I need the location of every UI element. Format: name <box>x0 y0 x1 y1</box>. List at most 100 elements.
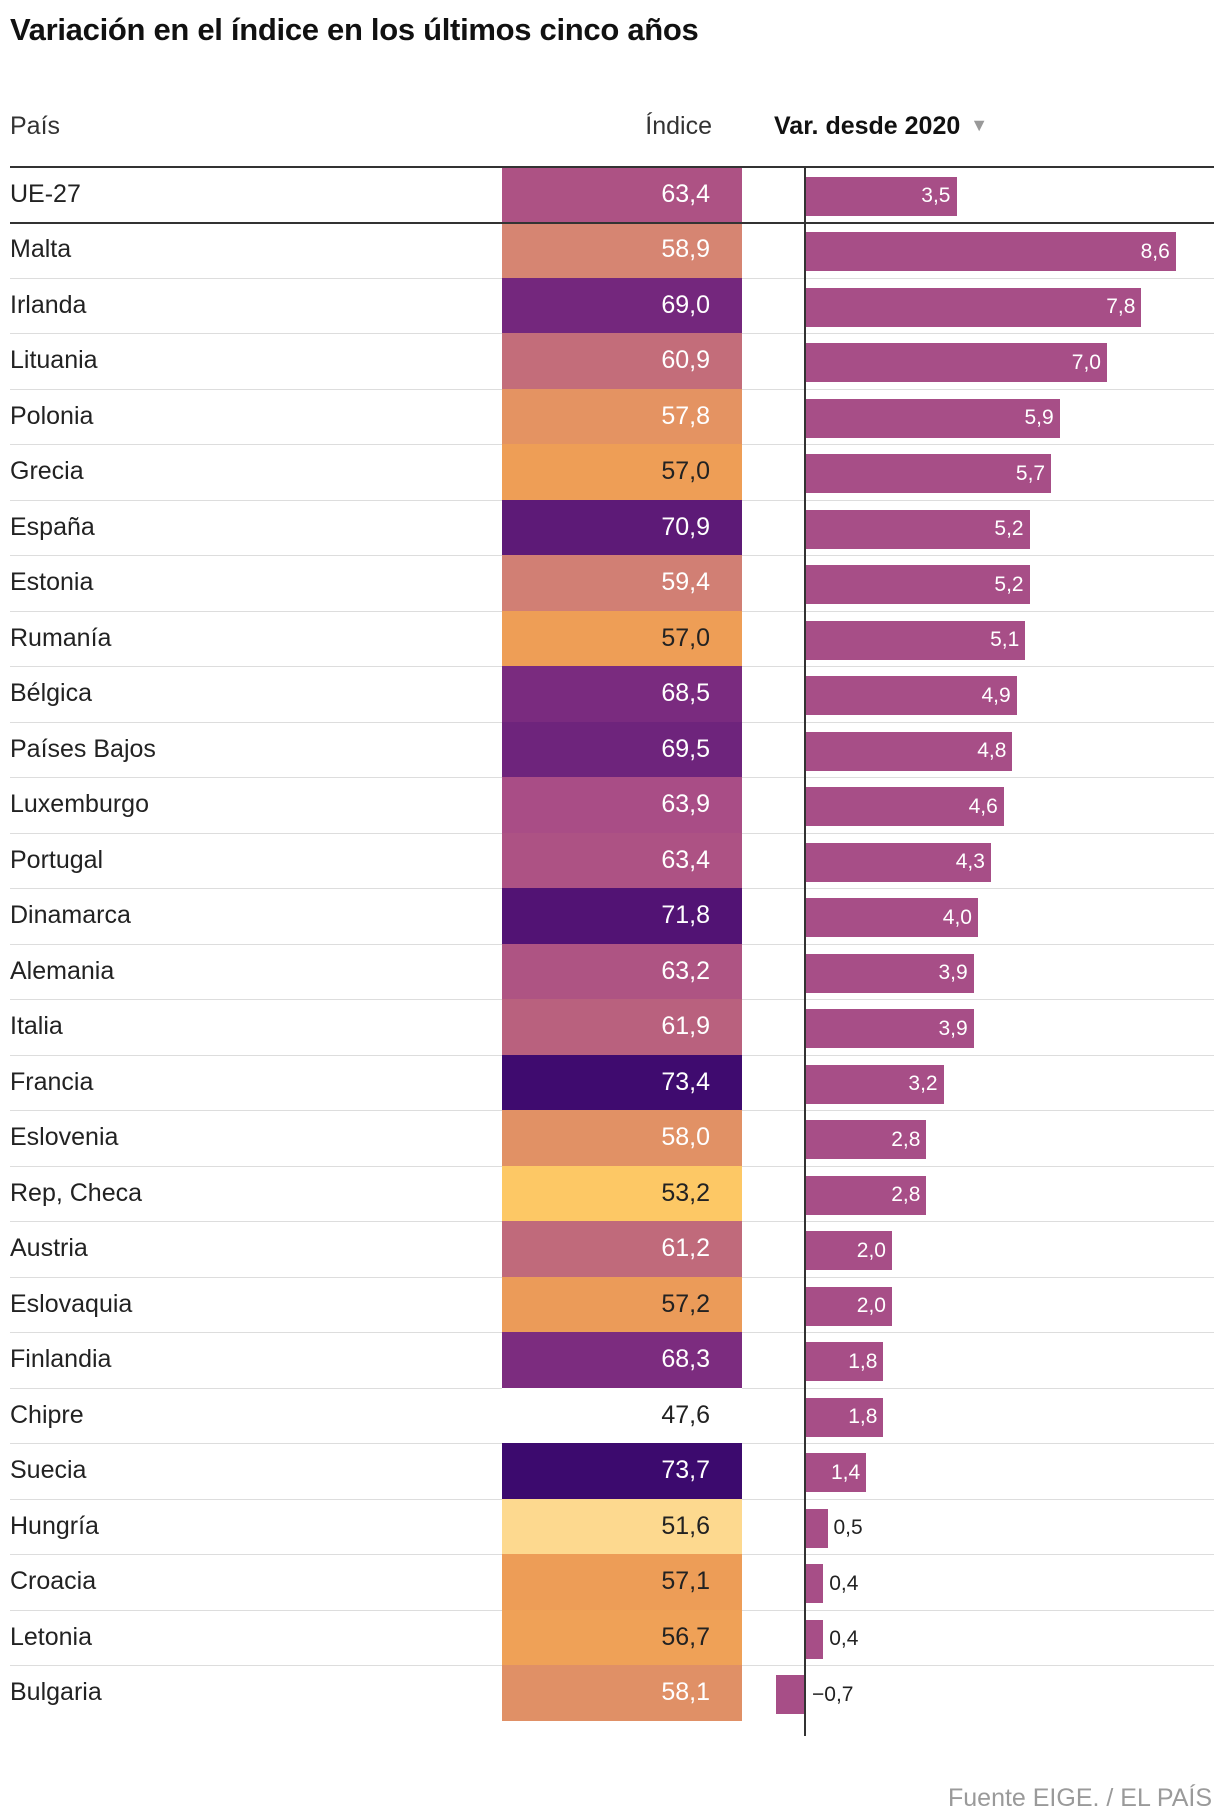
variation-label: 4,6 <box>968 794 998 818</box>
index-value: 57,0 <box>661 457 710 486</box>
variation-label: 3,9 <box>938 961 968 985</box>
variation-bar <box>806 398 1060 438</box>
table-row: Letonia 56,7 0,4 <box>0 1609 1220 1665</box>
index-value: 63,9 <box>661 790 710 819</box>
country-label: Finlandia <box>10 1345 112 1374</box>
index-cell: 58,1 <box>502 1665 742 1721</box>
country-label: Grecia <box>10 457 84 486</box>
variation-bar <box>806 176 957 216</box>
variation-bar <box>806 1342 884 1382</box>
index-value: 57,0 <box>661 623 710 652</box>
country-label: Irlanda <box>10 290 87 319</box>
variation-label: 5,1 <box>990 628 1020 652</box>
index-value: 71,8 <box>661 901 710 930</box>
index-value: 59,4 <box>661 568 710 597</box>
index-cell: 73,4 <box>502 1054 742 1110</box>
index-value: 68,5 <box>661 679 710 708</box>
index-cell: 71,8 <box>502 888 742 944</box>
variation-bar <box>806 1286 892 1326</box>
index-value: 57,1 <box>661 1567 710 1596</box>
index-value: 51,6 <box>661 1511 710 1540</box>
variation-label: 5,9 <box>1024 406 1054 430</box>
table-row: Eslovenia 58,0 2,8 <box>0 1110 1220 1166</box>
variation-bar <box>806 620 1026 660</box>
variation-bar <box>806 953 974 993</box>
index-value: 69,0 <box>661 290 710 319</box>
index-cell: 68,5 <box>502 666 742 722</box>
index-cell: 58,0 <box>502 1110 742 1166</box>
index-cell: 60,9 <box>502 333 742 389</box>
index-cell: 70,9 <box>502 499 742 555</box>
country-label: Luxemburgo <box>10 790 149 819</box>
table-row: Alemania 63,2 3,9 <box>0 943 1220 999</box>
variation-label: 2,8 <box>891 1183 921 1207</box>
country-label: Chipre <box>10 1400 84 1429</box>
variation-label: 5,7 <box>1015 461 1046 485</box>
index-value: 61,9 <box>661 1012 710 1041</box>
index-cell: 57,0 <box>502 444 742 500</box>
country-label: Rep, Checa <box>10 1178 143 1207</box>
variation-bar <box>806 1619 824 1659</box>
country-label: Suecia <box>10 1456 87 1485</box>
variation-bar <box>806 1453 867 1493</box>
index-value: 63,4 <box>661 845 710 874</box>
index-value: 73,7 <box>661 1456 710 1485</box>
index-cell: 53,2 <box>502 1165 742 1221</box>
triangle-down-icon[interactable]: ▼ <box>970 115 989 135</box>
country-label: Alemania <box>10 956 115 985</box>
variation-label: 3,2 <box>908 1072 938 1096</box>
table-row: Lituania 60,9 7,0 <box>0 333 1220 389</box>
index-value: 69,5 <box>661 734 710 763</box>
column-header-variation[interactable]: Var. desde 2020 ▼ <box>774 112 988 141</box>
zero-axis-line <box>804 166 806 1736</box>
table-row: Países Bajos 69,5 4,8 <box>0 721 1220 777</box>
variation-bar <box>775 1675 806 1715</box>
variation-bar <box>806 232 1176 272</box>
index-value: 47,6 <box>661 1400 710 1429</box>
country-label: Hungría <box>10 1511 99 1540</box>
index-cell: 63,9 <box>502 777 742 833</box>
variation-label: 0,4 <box>829 1627 859 1651</box>
table-row: Polonia 57,8 5,9 <box>0 388 1220 444</box>
variation-label: 7,0 <box>1071 350 1101 374</box>
index-value: 70,9 <box>661 512 710 541</box>
country-label: Países Bajos <box>10 734 156 763</box>
variation-bar <box>806 454 1052 494</box>
variation-bar <box>806 509 1030 549</box>
country-label: Dinamarca <box>10 901 131 930</box>
table-row: Grecia 57,0 5,7 <box>0 444 1220 500</box>
header-rule <box>10 166 1214 168</box>
index-cell: 57,2 <box>502 1276 742 1332</box>
index-cell: 47,6 <box>502 1387 742 1443</box>
table-row: Dinamarca 71,8 4,0 <box>0 888 1220 944</box>
table-row: Estonia 59,4 5,2 <box>0 555 1220 611</box>
variation-label: 5,2 <box>994 517 1024 541</box>
index-cell: 56,7 <box>502 1609 742 1665</box>
index-value: 57,8 <box>661 401 710 430</box>
country-label: Lituania <box>10 346 98 375</box>
table-row: Bulgaria 58,1 −0,7 <box>0 1665 1220 1721</box>
variation-bar <box>806 1564 824 1604</box>
index-cell: 73,7 <box>502 1443 742 1499</box>
variation-label: 8,6 <box>1140 239 1170 263</box>
variation-bar <box>806 787 1004 827</box>
country-label: Rumanía <box>10 623 112 652</box>
variation-label: 5,2 <box>994 572 1024 596</box>
source-note: Fuente EIGE. / EL PAÍS <box>947 1784 1212 1812</box>
table-row: Irlanda 69,0 7,8 <box>0 277 1220 333</box>
country-label: Italia <box>10 1012 63 1041</box>
table-row: Luxemburgo 63,9 4,6 <box>0 777 1220 833</box>
country-label: UE-27 <box>10 179 81 208</box>
variation-bar <box>806 287 1142 327</box>
country-label: Letonia <box>10 1622 93 1651</box>
variation-bar <box>806 1120 927 1160</box>
eu-rule <box>10 222 1214 224</box>
variation-bar <box>806 1064 944 1104</box>
country-label: Polonia <box>10 401 94 430</box>
variation-bar <box>806 1508 828 1548</box>
variation-bar <box>806 565 1030 605</box>
index-value: 63,4 <box>661 179 710 208</box>
index-cell: 57,1 <box>502 1554 742 1610</box>
country-label: Bélgica <box>10 679 92 708</box>
table-row: Rumanía 57,0 5,1 <box>0 610 1220 666</box>
